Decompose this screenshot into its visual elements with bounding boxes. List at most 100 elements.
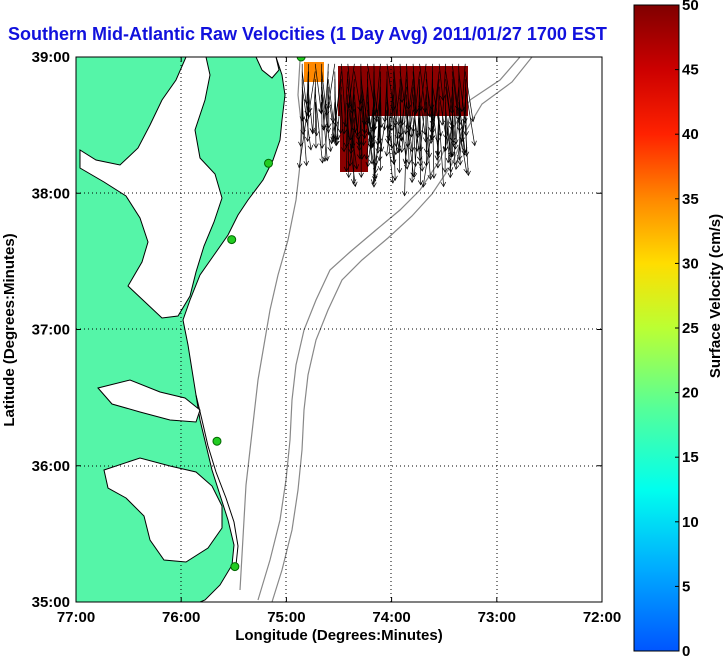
velocity-vector	[447, 117, 453, 163]
velocity-vector-head	[427, 174, 433, 181]
velocity-vector-head	[417, 180, 424, 186]
velocity-vector-head	[369, 159, 375, 165]
velocity-vector-head	[361, 133, 368, 140]
velocity-vector-head	[360, 140, 367, 147]
velocity-vector	[306, 63, 310, 105]
velocity-vector	[301, 71, 309, 116]
velocity-vector-head	[402, 158, 409, 165]
velocity-vector-head	[299, 116, 306, 122]
velocity-vector	[308, 71, 316, 113]
velocity-vector-head	[429, 135, 435, 141]
velocity-vector-head	[382, 125, 388, 131]
velocity-vector-head	[384, 151, 390, 157]
velocity-vector	[327, 86, 330, 128]
colorbar-tick-label: 5	[682, 578, 690, 595]
y-tick-label: 35:00	[32, 594, 70, 611]
velocity-vector	[360, 86, 366, 134]
delaware-bay	[255, 57, 280, 79]
velocity-vector	[312, 86, 316, 134]
velocity-vector-head	[442, 146, 449, 153]
velocity-vector-head	[386, 124, 393, 130]
y-axis-ticks: 39:00 38:00 37:00 36:00 35:00	[32, 49, 602, 611]
radar-station-marker	[230, 562, 240, 572]
velocity-vector-head	[392, 175, 398, 181]
velocity-vector	[404, 109, 414, 164]
velocity-vector-head	[409, 177, 415, 184]
velocity-vector-head	[457, 155, 463, 161]
velocity-vector-head	[375, 148, 381, 154]
velocity-vector	[314, 63, 322, 114]
velocity-vector-head	[457, 160, 463, 166]
velocity-vector-head	[370, 141, 376, 147]
velocity-vector	[419, 125, 421, 167]
velocity-vector-head	[451, 141, 457, 148]
velocity-vector-head	[442, 167, 448, 173]
velocity-vector-head	[390, 159, 397, 165]
velocity-vector	[393, 125, 396, 181]
velocity-vector-head	[335, 134, 341, 141]
velocity-vector	[451, 71, 459, 121]
velocity-vector	[425, 86, 430, 158]
velocity-vector	[336, 86, 342, 146]
velocity-vector	[455, 109, 466, 170]
velocity-vector-head	[325, 103, 332, 110]
velocity-vector-head	[310, 129, 316, 135]
colorbar-tick-label: 40	[682, 126, 699, 143]
velocity-vector-head	[353, 164, 360, 170]
velocity-vector-head	[434, 155, 440, 161]
velocity-vector	[323, 71, 329, 131]
x-axis-ticks: 77:00 76:00 75:00 74:00 73:00 72:00	[57, 57, 621, 626]
velocity-vector-head	[471, 140, 477, 147]
velocity-vector-head	[359, 154, 365, 160]
velocity-vector	[420, 94, 427, 152]
velocity-vector-head	[346, 103, 352, 109]
velocity-vector-head	[354, 130, 361, 137]
velocity-vector-head	[343, 166, 350, 172]
velocity-vector	[349, 125, 355, 167]
velocity-vector	[438, 63, 444, 101]
velocity-vector-head	[373, 168, 379, 174]
radar-station-marker	[227, 235, 237, 245]
velocity-vector-head	[371, 182, 377, 188]
velocity-vector-head	[313, 131, 320, 137]
velocity-vector-head	[440, 181, 447, 188]
velocity-vector	[360, 71, 365, 126]
velocity-vector	[405, 79, 414, 135]
x-tick-label: 72:00	[583, 609, 621, 626]
velocity-vector	[464, 125, 469, 176]
velocity-vector	[327, 79, 334, 123]
velocity-vector	[419, 63, 426, 113]
barrier-islands	[195, 394, 239, 566]
velocity-vector	[354, 109, 360, 146]
velocity-vector	[451, 79, 457, 145]
x-tick-label: 73:00	[478, 609, 516, 626]
velocity-vector	[413, 109, 420, 178]
radar-station-marker	[296, 57, 306, 62]
velocity-vector-head	[378, 146, 385, 153]
velocity-vector-head	[461, 150, 467, 156]
velocity-vector	[431, 79, 440, 140]
velocity-vector	[380, 86, 382, 128]
radar-station-marker	[264, 158, 274, 168]
velocity-vector	[464, 71, 474, 122]
velocity-vector	[425, 71, 431, 117]
velocity-vector	[397, 86, 407, 153]
velocity-vector-head	[448, 151, 455, 158]
velocity-vector-head	[390, 105, 396, 112]
velocity-vector	[444, 102, 447, 173]
velocity-vector-head	[439, 95, 446, 101]
velocity-vector-head	[417, 161, 423, 167]
velocity-vector	[347, 63, 353, 114]
velocity-vector	[354, 71, 361, 111]
velocity-vector-head	[418, 146, 424, 152]
velocity-vector	[375, 109, 381, 173]
velocity-vector-head	[371, 125, 378, 132]
velocity-vector	[372, 125, 381, 185]
velocity-vector	[452, 86, 460, 147]
velocity-vector	[360, 79, 368, 126]
velocity-vector	[436, 109, 440, 161]
velocity-vector	[412, 71, 416, 115]
velocity-vector	[419, 94, 426, 135]
